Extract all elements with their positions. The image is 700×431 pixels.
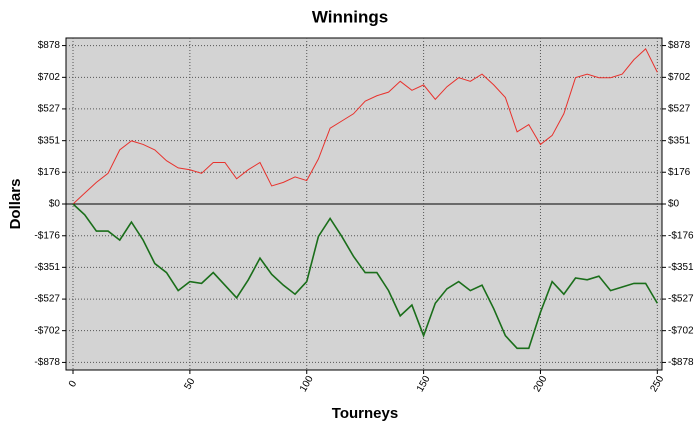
y2-tick-label: -$702 [668, 325, 694, 336]
y2-tick-label: $176 [668, 167, 691, 178]
y-tick-label: $176 [38, 167, 61, 178]
series-line [72, 203, 659, 350]
x-tick-label: 0 [67, 379, 80, 390]
y-tick-label: -$527 [34, 294, 60, 305]
y2-tick-label: $878 [668, 40, 691, 51]
y-tick-label: $0 [49, 199, 61, 210]
y2-tick-label: $702 [668, 72, 691, 83]
series-line [72, 48, 658, 205]
y2-tick-label: -$527 [668, 294, 694, 305]
y-tick-label: -$878 [34, 357, 60, 368]
y2-tick-label: -$351 [668, 262, 694, 273]
y-tick-label: -$351 [34, 262, 60, 273]
y-tick-label: $702 [38, 72, 61, 83]
x-tick-label: 50 [182, 376, 197, 392]
y2-tick-label: -$176 [668, 230, 694, 241]
y2-tick-label: $527 [668, 104, 691, 115]
y2-tick-label: $0 [668, 199, 680, 210]
x-axis-title: Tourneys [332, 405, 398, 422]
y-tick-label: -$176 [34, 230, 60, 241]
y2-tick-label: -$878 [668, 357, 694, 368]
y-tick-label: $527 [38, 104, 61, 115]
y2-tick-label: $351 [668, 135, 691, 146]
y-tick-label: $878 [38, 40, 61, 51]
y-tick-label: $351 [38, 135, 61, 146]
y-axis-title: Dollars [7, 179, 24, 230]
chart-title: Winnings [312, 7, 388, 26]
y-tick-label: -$702 [34, 325, 60, 336]
